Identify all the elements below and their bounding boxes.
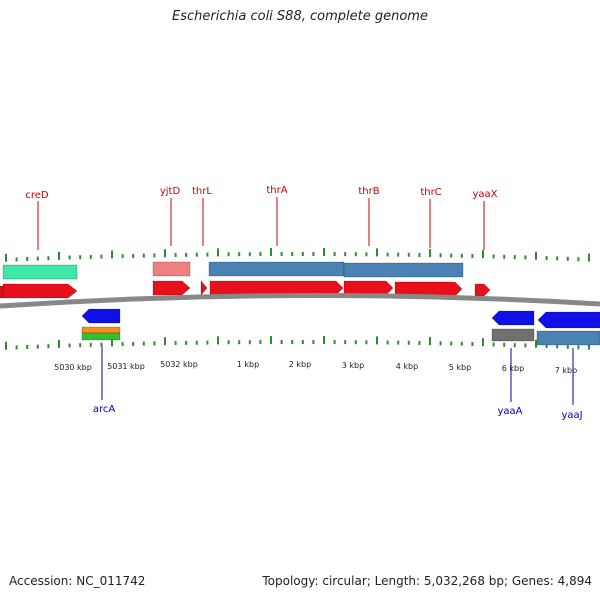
gene-arrow-creD[interactable] [2,283,78,299]
gene-label-arcA[interactable]: arcA [93,404,116,415]
feature-bar-green[interactable] [81,332,121,341]
tick-label-1kbp: 1 kbp [237,360,259,369]
gene-label-yaaX[interactable]: yaaX [472,189,497,200]
gene-arrow-thrA[interactable] [209,280,344,296]
cds-bar-yjtD[interactable] [152,261,191,277]
genome-summary: Topology: circular; Length: 5,032,268 bp… [262,574,592,588]
tick-label-5030kbp: 5030 kbp [54,363,92,372]
tick-label-5032kbp: 5032 kbp [160,360,198,369]
gene-label-yaaJ[interactable]: yaaJ [561,410,582,421]
gene-arrow-yaaX[interactable] [474,283,491,297]
gene-arrow-yjtD[interactable] [152,280,191,296]
gene-arrow-yaaA[interactable] [491,310,535,326]
gene-label-thrA[interactable]: thrA [266,185,287,196]
gene-label-creD[interactable]: creD [25,190,49,201]
gene-label-thrB[interactable]: thrB [358,186,379,197]
gene-arrow-thrL[interactable] [200,280,208,296]
map-title: Escherichia coli S88, complete genome [172,9,428,24]
accession-label: Accession: NC_011742 [9,574,146,588]
gene-arrow-partial[interactable] [0,285,4,299]
gene-label-yjtD[interactable]: yjtD [160,186,181,197]
tick-label-5kbp: 5 kbp [449,363,471,372]
gene-arrow-thrB[interactable] [343,280,394,296]
tick-label-3kbp: 3 kbp [342,361,364,370]
tick-label-2kbp: 2 kbp [289,360,311,369]
genome-backbone [0,292,600,309]
gene-label-thrL[interactable]: thrL [192,186,212,197]
tick-label-5031kbp: 5031 kbp [107,362,145,371]
tick-label-7kbp: 7 kbp [555,366,577,375]
cds-bar-thrA[interactable] [208,261,345,277]
tick-label-6kbp: 6 kbp [502,364,524,373]
gene-arrow-yaaJ[interactable] [537,311,600,329]
cds-bar-yaaJ[interactable] [536,330,600,346]
cds-bar-thrB-thrC[interactable] [343,262,464,278]
gene-arrow-arcA[interactable] [81,308,121,324]
tick-track-bottom [5,336,590,350]
cds-bar-yaaA[interactable] [491,328,535,342]
gene-label-thrC[interactable]: thrC [420,187,441,198]
tick-label-4kbp: 4 kbp [396,362,418,371]
feature-bar-orange[interactable] [81,326,121,334]
cds-bar-creD[interactable] [2,264,78,280]
gene-label-yaaA[interactable]: yaaA [497,406,522,417]
tick-track-top [5,248,590,262]
